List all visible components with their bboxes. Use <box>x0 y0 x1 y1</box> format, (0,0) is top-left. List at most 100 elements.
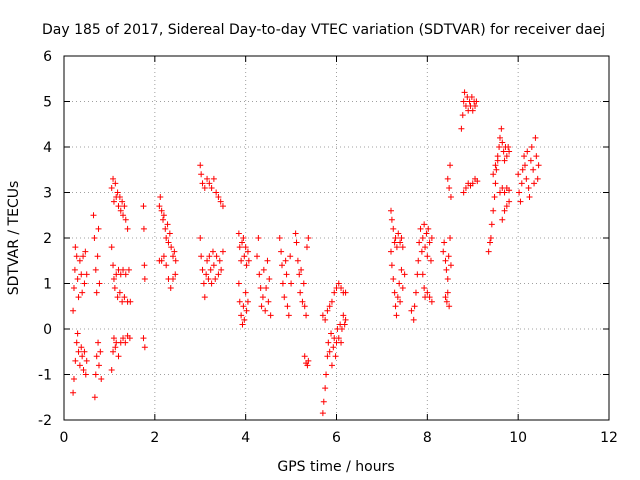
data-point <box>325 339 332 346</box>
data-point <box>70 285 77 292</box>
data-point <box>447 194 454 201</box>
data-point <box>78 271 85 278</box>
data-point <box>319 410 326 417</box>
data-point <box>266 275 273 282</box>
data-point <box>198 171 205 178</box>
data-point <box>338 326 345 332</box>
data-point <box>79 289 86 296</box>
data-point <box>335 280 342 287</box>
data-point <box>205 275 212 282</box>
data-point <box>92 266 99 273</box>
data-point <box>492 180 499 187</box>
data-point <box>215 271 222 278</box>
data-point <box>410 316 417 323</box>
y-axis-label: SDTVAR / TECUs <box>6 181 22 296</box>
y-tick-label: 0 <box>43 322 52 338</box>
data-point <box>414 271 421 278</box>
data-point <box>331 289 338 296</box>
data-point <box>204 175 211 182</box>
data-point <box>95 225 102 232</box>
data-point <box>442 294 449 301</box>
data-point <box>408 307 415 314</box>
data-point <box>70 389 77 396</box>
data-point <box>197 162 204 169</box>
data-point <box>126 335 133 342</box>
data-point <box>285 312 292 319</box>
data-point <box>160 212 167 219</box>
data-point <box>210 175 217 182</box>
data-point <box>319 312 326 319</box>
data-point <box>244 248 251 255</box>
y-tick-label: -2 <box>38 413 52 429</box>
data-point <box>518 180 525 187</box>
data-point <box>93 353 100 360</box>
data-point <box>528 144 535 150</box>
data-point <box>298 266 305 273</box>
data-point <box>531 180 538 187</box>
data-point <box>338 285 345 292</box>
data-point <box>526 194 533 201</box>
data-point <box>388 216 395 223</box>
data-point <box>326 348 333 355</box>
data-point <box>493 166 500 173</box>
data-point <box>447 235 454 241</box>
data-point <box>440 248 447 255</box>
data-point <box>288 280 295 287</box>
data-point <box>82 371 89 378</box>
data-point <box>244 298 251 305</box>
data-point <box>415 257 422 264</box>
data-point <box>330 344 337 351</box>
data-point <box>421 285 428 292</box>
data-point <box>490 207 497 214</box>
data-point <box>428 235 435 241</box>
data-point <box>411 303 418 310</box>
data-point <box>75 294 82 301</box>
y-tick-label: 5 <box>43 95 52 111</box>
data-point <box>503 203 510 210</box>
data-point <box>443 298 450 305</box>
data-point <box>74 330 81 337</box>
data-point <box>206 180 213 187</box>
data-point <box>279 280 286 287</box>
data-point <box>111 285 118 292</box>
data-point <box>444 175 451 182</box>
data-point <box>81 280 88 287</box>
data-point <box>418 248 425 255</box>
data-point <box>108 244 115 251</box>
data-point <box>235 280 242 287</box>
data-points <box>70 89 542 417</box>
data-point <box>396 280 403 287</box>
data-point <box>459 112 466 119</box>
data-point <box>76 257 83 264</box>
data-point <box>239 321 246 328</box>
y-tick-label: 6 <box>43 49 52 65</box>
data-point <box>263 285 270 292</box>
data-point <box>110 275 117 282</box>
data-point <box>243 307 250 314</box>
data-point <box>303 244 310 251</box>
data-point <box>428 298 435 305</box>
data-point <box>501 207 508 214</box>
data-point <box>441 239 448 246</box>
data-point <box>219 203 226 210</box>
data-point <box>93 289 100 296</box>
data-point <box>532 134 539 141</box>
data-point <box>446 184 453 191</box>
data-point <box>461 89 468 96</box>
data-point <box>506 187 513 194</box>
data-point <box>398 235 405 241</box>
data-point <box>110 335 117 342</box>
data-point <box>322 385 329 392</box>
data-point <box>527 157 534 164</box>
data-point <box>121 203 128 210</box>
data-point <box>239 239 246 246</box>
data-point <box>91 235 98 241</box>
data-point <box>304 362 311 369</box>
data-point <box>170 275 176 282</box>
data-point <box>171 248 178 255</box>
data-point <box>534 175 541 182</box>
data-point <box>210 262 217 269</box>
data-point <box>392 235 399 241</box>
data-point <box>254 253 261 260</box>
data-point <box>417 225 424 232</box>
